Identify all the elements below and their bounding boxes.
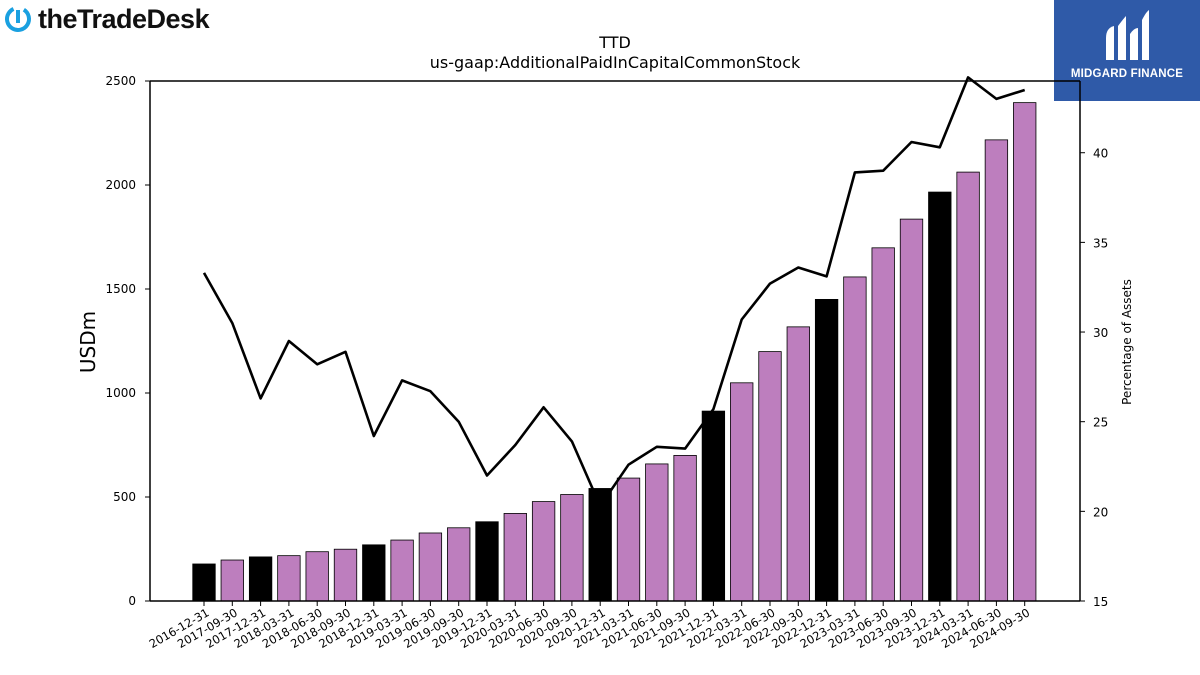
bar-2021-12-31 — [701, 410, 726, 602]
bar-2017-09-30 — [220, 559, 244, 602]
bar-2022-09-30 — [786, 326, 810, 602]
bar-2019-06-30 — [418, 532, 443, 602]
y2-tick-label: 35 — [1093, 236, 1108, 250]
y2-tick-label: 30 — [1093, 326, 1108, 340]
chart-subtitle: us-gaap:AdditionalPaidInCapitalCommonSto… — [430, 53, 801, 72]
bar-2018-06-30 — [305, 551, 329, 602]
tradedesk-wordmark: theTradeDesk — [38, 3, 210, 34]
y-tick-label: 1000 — [105, 386, 136, 400]
midgard-finance-logo-icon — [1106, 10, 1149, 60]
bar-2016-12-31 — [192, 563, 216, 602]
bar-2020-09-30 — [560, 494, 584, 602]
bar-2020-03-31 — [503, 513, 527, 602]
bar-2018-12-31 — [362, 544, 386, 602]
bar-2018-03-31 — [277, 555, 301, 602]
y-tick-label: 1500 — [105, 282, 136, 296]
bar-2023-06-30 — [871, 247, 895, 602]
bar-2023-09-30 — [899, 218, 924, 602]
y-tick-label: 2000 — [105, 178, 136, 192]
bar-2019-03-31 — [390, 539, 414, 602]
bar-2021-03-31 — [616, 477, 641, 602]
bar-2023-12-31 — [928, 191, 952, 602]
chart-title: TTD — [598, 33, 631, 52]
bar-2017-12-31 — [248, 556, 273, 602]
y2-axis-label: Percentage of Assets — [1120, 279, 1134, 405]
percentage-of-assets-line — [202, 76, 1026, 508]
midgard-finance-wordmark: MIDGARD FINANCE — [1070, 68, 1184, 80]
bar-2018-09-30 — [333, 548, 358, 602]
y2-tick-label: 40 — [1093, 147, 1108, 161]
tradedesk-logo-icon — [5, 6, 31, 32]
y-tick-label: 0 — [128, 594, 136, 608]
bar-2021-06-30 — [645, 463, 669, 602]
bar-series — [192, 102, 1037, 602]
bar-2020-06-30 — [531, 501, 556, 602]
y-tick-label: 500 — [113, 490, 136, 504]
bar-2024-09-30 — [1013, 102, 1037, 602]
tradedesk-logo: theTradeDesk — [4, 2, 210, 36]
bar-2022-12-31 — [814, 298, 839, 602]
bar-2024-06-30 — [984, 139, 1009, 602]
midgard-finance-logo: MIDGARD FINANCE — [1054, 0, 1200, 101]
y2-tick-label: 25 — [1093, 416, 1108, 430]
y-tick-label: 2500 — [105, 74, 136, 88]
line-series — [202, 76, 1026, 508]
bar-2023-03-31 — [843, 276, 867, 602]
y2-tick-label: 20 — [1093, 505, 1108, 519]
bar-2019-09-30 — [447, 527, 471, 602]
y2-tick-label: 15 — [1093, 595, 1108, 609]
bar-2022-03-31 — [730, 382, 754, 602]
y-axis-label: USDm — [76, 311, 100, 373]
bar-2022-06-30 — [758, 351, 782, 602]
bar-2019-12-31 — [475, 521, 499, 602]
bar-2024-03-31 — [956, 171, 980, 602]
bar-2021-09-30 — [673, 454, 697, 602]
